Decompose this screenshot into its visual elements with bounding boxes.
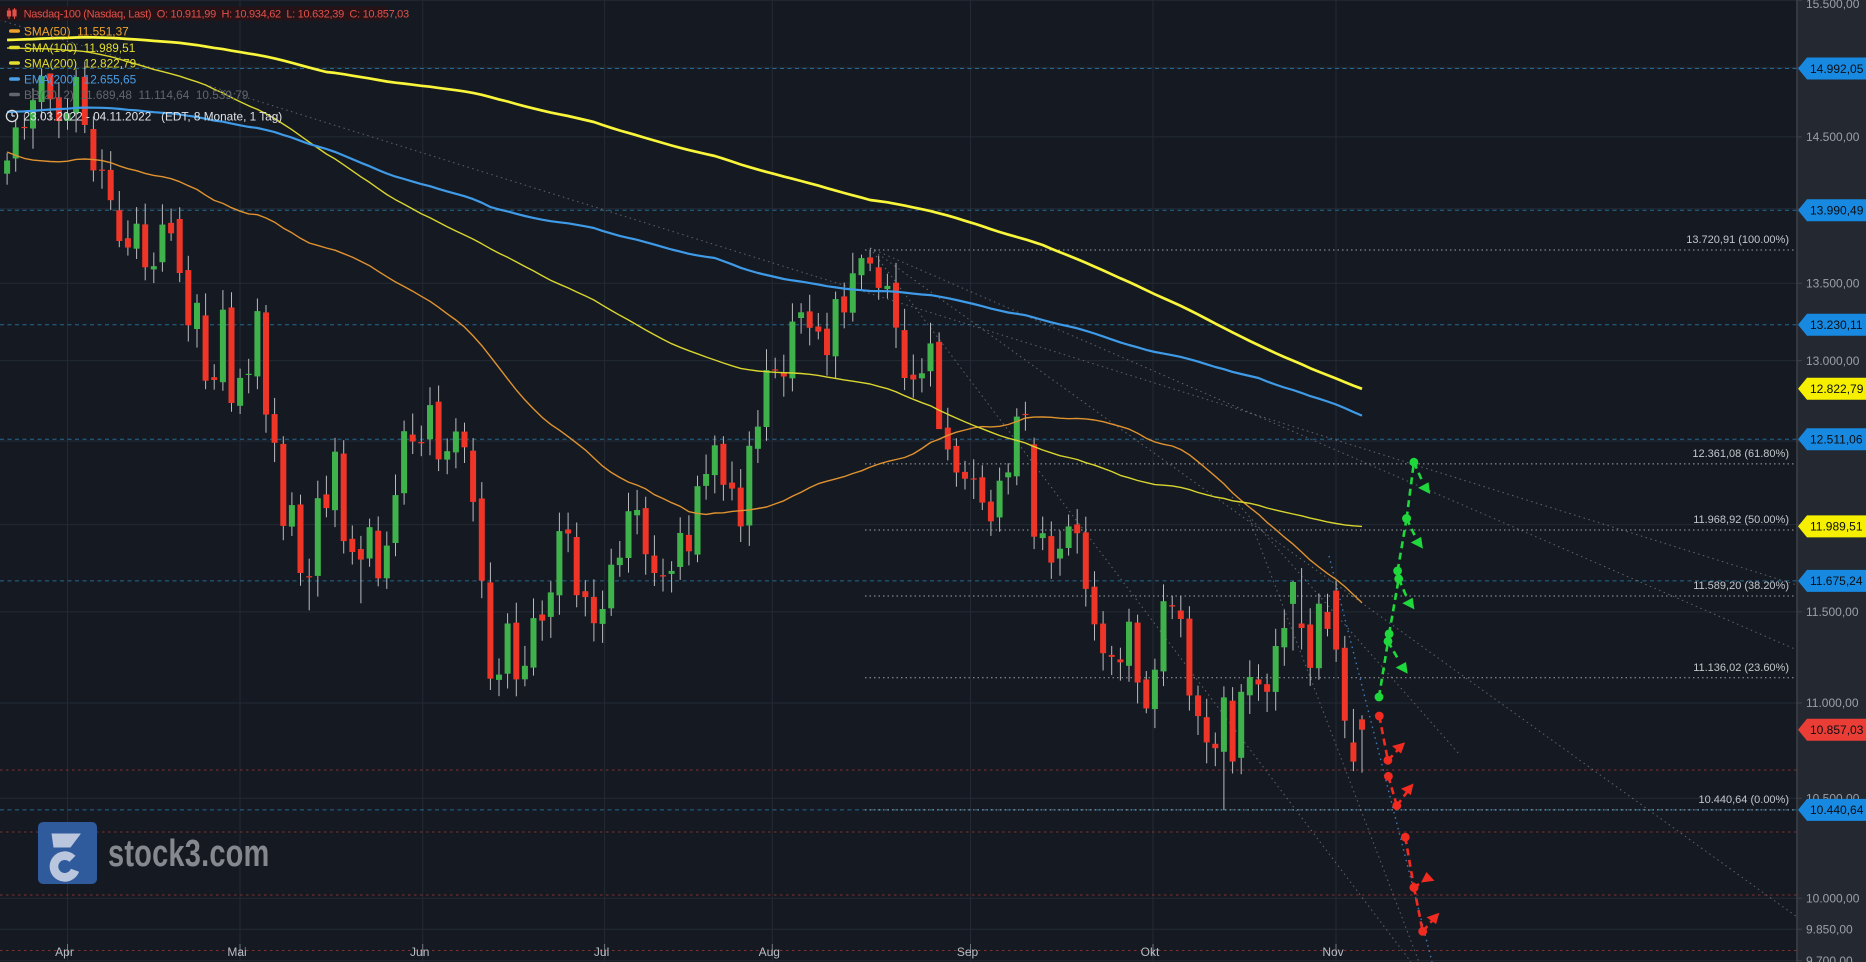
svg-text:11.136,02 (23.60%): 11.136,02 (23.60%) [1693, 662, 1789, 674]
svg-text:11.675,24: 11.675,24 [1810, 574, 1863, 588]
svg-text:12.822,79: 12.822,79 [1810, 382, 1864, 396]
svg-text:12.511,06: 12.511,06 [1810, 433, 1863, 447]
svg-text:12.361,08 (61.80%): 12.361,08 (61.80%) [1692, 448, 1789, 460]
svg-text:SMA(50) 11.551,37: SMA(50) 11.551,37 [24, 25, 129, 39]
svg-text:15.500,00: 15.500,00 [1806, 0, 1860, 11]
svg-text:11.500,00: 11.500,00 [1806, 605, 1859, 619]
svg-text:Nasdaq-100 (Nasdaq, Last) O:: Nasdaq-100 (Nasdaq, Last) O: 10.911,99 H… [24, 9, 409, 21]
svg-text:Aug: Aug [759, 945, 780, 959]
svg-text:9.700,00: 9.700,00 [1806, 954, 1853, 962]
svg-text:11.968,92 (50.00%): 11.968,92 (50.00%) [1693, 514, 1789, 526]
svg-text:SMA(100) 11.989,51: SMA(100) 11.989,51 [24, 41, 135, 55]
svg-text:11.589,20 (38.20%): 11.589,20 (38.20%) [1693, 580, 1789, 592]
svg-text:SMA(200) 12.822,79: SMA(200) 12.822,79 [24, 57, 136, 71]
svg-text:Nov: Nov [1322, 945, 1343, 959]
svg-text:13.720,91 (100.00%): 13.720,91 (100.00%) [1686, 234, 1789, 246]
svg-text:BB(20, 2) 11.689,48 11.114,6: BB(20, 2) 11.689,48 11.114,64 10.539,79 [24, 88, 248, 102]
svg-text:10.440,64: 10.440,64 [1810, 803, 1864, 817]
svg-text:9.850,00: 9.850,00 [1806, 922, 1853, 936]
svg-text:14.992,05: 14.992,05 [1810, 62, 1864, 76]
svg-text:11.000,00: 11.000,00 [1806, 696, 1859, 710]
svg-text:Sep: Sep [957, 945, 979, 959]
svg-text:Jul: Jul [594, 945, 609, 959]
svg-text:11.989,51: 11.989,51 [1810, 520, 1863, 534]
svg-text:Okt: Okt [1141, 945, 1160, 959]
svg-text:13.000,00: 13.000,00 [1806, 354, 1860, 368]
svg-text:13.500,00: 13.500,00 [1806, 277, 1860, 291]
svg-text:Apr: Apr [55, 945, 74, 959]
svg-text:23.03.2022 - 04.11.2022 (EDT: 23.03.2022 - 04.11.2022 (EDT, 8 Monate, … [24, 110, 283, 124]
svg-text:Mai: Mai [227, 945, 246, 959]
svg-text:Jun: Jun [410, 945, 429, 959]
svg-text:10.857,03: 10.857,03 [1810, 723, 1864, 737]
svg-text:14.500,00: 14.500,00 [1806, 130, 1860, 144]
svg-text:10.000,00: 10.000,00 [1806, 892, 1860, 906]
svg-text:stock3.com: stock3.com [108, 833, 270, 874]
svg-text:13.230,11: 13.230,11 [1810, 318, 1863, 332]
svg-text:EMA(200) 12.655,65: EMA(200) 12.655,65 [24, 73, 137, 87]
svg-text:13.990,49: 13.990,49 [1810, 204, 1864, 218]
svg-text:10.440,64 (0.00%): 10.440,64 (0.00%) [1698, 794, 1789, 806]
